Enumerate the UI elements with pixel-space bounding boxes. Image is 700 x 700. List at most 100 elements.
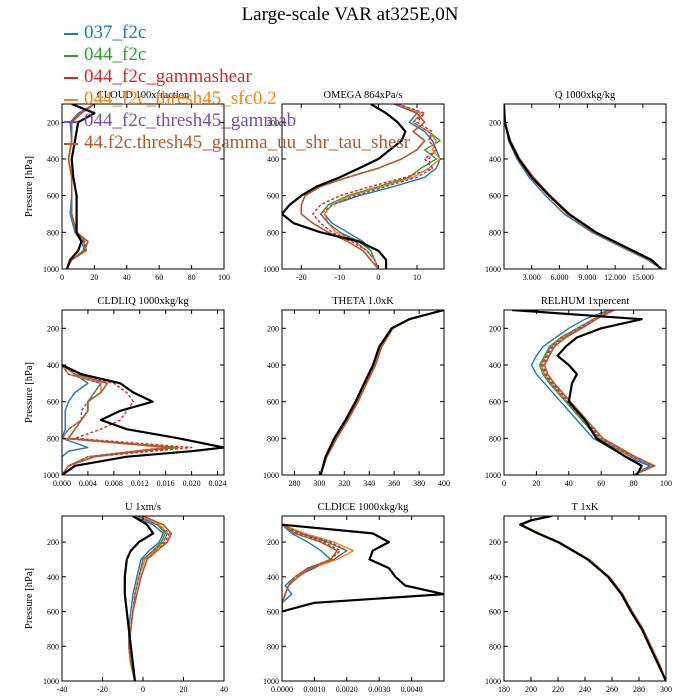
x-tick-label: 40 [220,685,228,694]
y-tick-label: 200 [267,324,279,333]
plot-frame [61,103,225,270]
y-tick-label: 600 [267,192,279,201]
y-tick-label: 1000 [43,677,59,686]
series-line [530,310,651,475]
panel-title: CLDICE 1000xkg/kg [318,502,409,513]
y-tick-label: 1000 [263,265,279,274]
series-line [504,104,662,269]
x-tick-label: 340 [363,479,375,488]
panel: CLDLIQ 1000xkg/kg Pressure [hPa] 0.000 0.00… [24,296,227,488]
x-tick-label: 0.0030 [368,685,390,694]
x-tick-label: 15.000 [632,273,654,282]
plot-frame [503,309,667,476]
panel-title: U 1xm/s [125,502,161,513]
x-tick-label: 100 [218,273,230,282]
series-line [319,310,444,475]
series-line [504,104,662,269]
legend-item: 044_f2c_thresh45_gammab [64,110,410,132]
y-tick-label: 400 [267,155,279,164]
series-line [519,516,666,681]
legend-item: 037_f2c [64,22,410,44]
x-tick-label: 0.012 [131,479,149,488]
y-tick-label: 200 [489,324,501,333]
y-tick-label: 600 [267,398,279,407]
x-tick-label: 320 [338,479,350,488]
y-tick-label: 1000 [263,677,279,686]
series-line [540,310,654,475]
series-line [519,516,666,681]
series-line [519,516,666,681]
x-tick-label: 12.000 [604,273,626,282]
panel-title: OMEGA 864xPa/s [323,90,402,101]
y-tick-label: 600 [47,398,59,407]
x-tick-label: 100 [660,479,672,488]
x-tick-label: 6.000 [551,273,569,282]
x-tick-label: 80 [630,479,638,488]
panel: CLDICE 1000xkg/kg 0.0000 0.0010 0.0020 0.003… [263,502,445,694]
legend-swatch [64,143,78,145]
y-axis-label: Pressure [hPa] [24,362,35,423]
x-tick-label: 0.008 [105,479,123,488]
y-tick-label: 400 [489,155,501,164]
y-tick-label: 800 [267,434,279,443]
y-tick-label: 200 [489,538,501,547]
x-tick-label: -10 [335,273,346,282]
x-tick-label: 380 [413,479,425,488]
series-line [512,310,643,475]
y-tick-label: 1000 [485,265,501,274]
x-tick-label: 280 [633,685,645,694]
series-group [123,516,173,681]
series-line [282,523,444,613]
series-line [282,104,407,269]
x-tick-label: 200 [525,685,537,694]
x-tick-label: 300 [313,479,325,488]
x-tick-label: 0.0040 [401,685,423,694]
panel-title: Q 1000xkg/kg [555,90,616,101]
x-tick-label: 0.0020 [336,685,358,694]
series-group [319,310,444,475]
plot-frame [503,515,667,682]
series-line [519,516,666,681]
series-line [282,524,338,612]
series-line [66,104,95,269]
series-line [319,310,444,475]
panel: RELHUM 1xpercent 0 20 40 60 80 100 200 400 600 800… [485,296,672,488]
y-tick-label: 400 [267,361,279,370]
y-tick-label: 200 [47,538,59,547]
y-tick-label: 800 [489,434,501,443]
series-line [62,364,224,475]
legend-item: 044_f2c [64,44,410,66]
legend: 037_f2c 044_f2c 044_f2c_gammashear 044_f2c_… [64,22,410,154]
series-group [519,516,666,681]
series-line [504,104,662,269]
panel: OMEGA 864xPa/s -20 -10 0 10 200 400 600 800 1000 [263,90,445,282]
y-tick-label: 1000 [485,471,501,480]
y-tick-label: 600 [489,608,501,617]
series-line [65,104,96,269]
y-tick-label: 600 [489,192,501,201]
legend-label: 044_f2c_gammashear [84,66,252,87]
panel-title: RELHUM 1xpercent [541,296,629,307]
series-line [519,516,666,681]
figure-title: Large-scale VAR at325E,0N [241,4,459,25]
series-line [319,310,444,475]
plot-frame [281,309,445,476]
series-line [62,364,173,475]
x-tick-label: 20 [180,685,188,694]
x-tick-label: 60 [597,479,605,488]
series-line [319,310,444,475]
y-tick-label: 800 [267,228,279,237]
x-tick-label: 0.024 [209,479,227,488]
series-line [504,104,662,269]
y-tick-label: 600 [489,398,501,407]
series-line [504,104,662,269]
x-tick-label: 220 [552,685,564,694]
x-tick-label: 20 [532,479,540,488]
series-line [312,104,437,269]
y-tick-label: 1000 [43,265,59,274]
series-line [520,516,666,681]
y-tick-label: 200 [47,324,59,333]
legend-swatch [64,99,78,101]
y-tick-label: 400 [267,573,279,582]
x-tick-label: 3.000 [523,273,541,282]
